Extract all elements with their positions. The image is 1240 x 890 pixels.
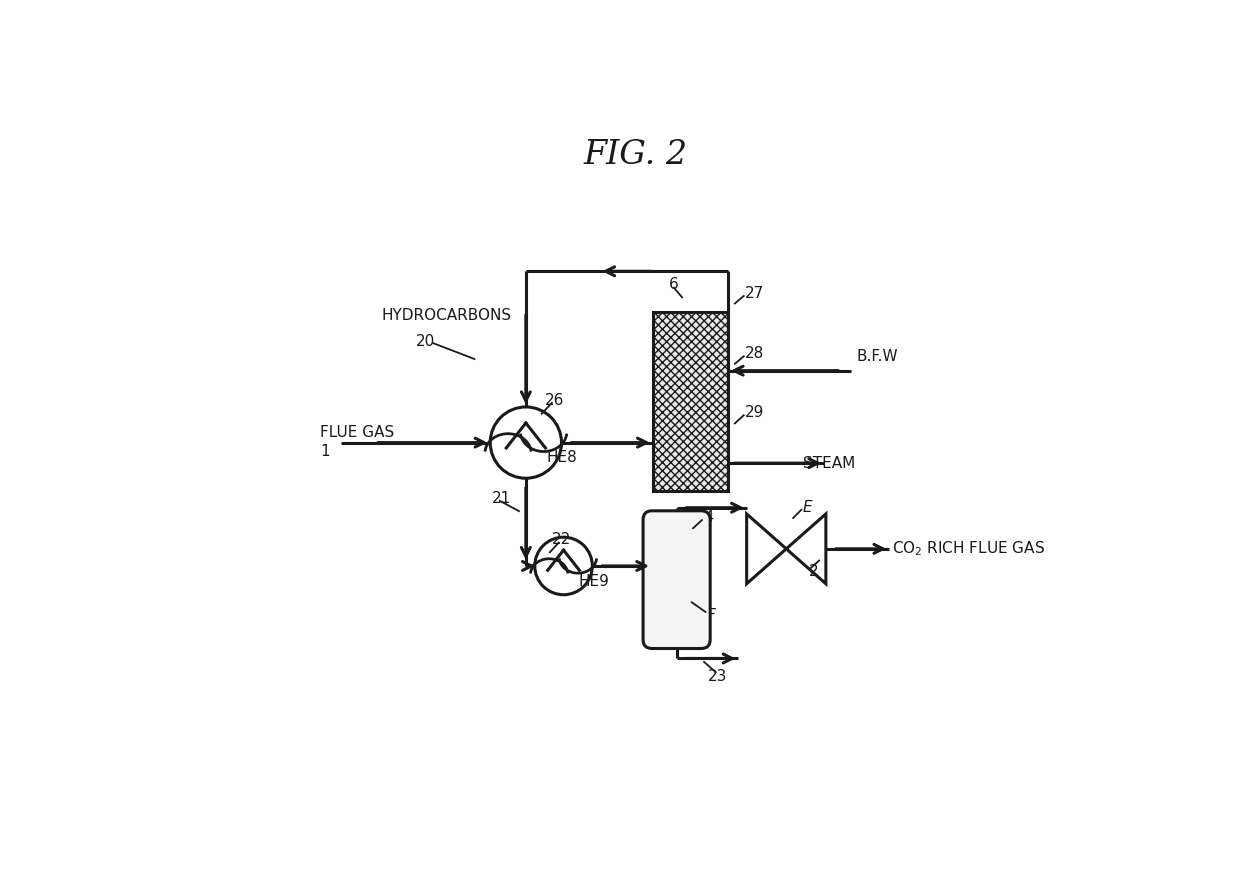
Text: B.F.W: B.F.W xyxy=(856,350,898,364)
Text: HE9: HE9 xyxy=(579,574,610,589)
Text: 26: 26 xyxy=(546,392,564,408)
Bar xyxy=(652,312,728,490)
Text: HE8: HE8 xyxy=(547,450,577,465)
Text: 20: 20 xyxy=(417,335,435,350)
Text: 22: 22 xyxy=(552,532,572,547)
Text: 24: 24 xyxy=(696,511,715,525)
Text: 29: 29 xyxy=(745,405,765,420)
Text: HYDROCARBONS: HYDROCARBONS xyxy=(382,308,512,323)
Text: FIG. 2: FIG. 2 xyxy=(584,139,687,171)
Text: STEAM: STEAM xyxy=(804,456,856,471)
Text: 27: 27 xyxy=(745,286,764,301)
Text: 1: 1 xyxy=(320,444,330,459)
Text: FLUE GAS: FLUE GAS xyxy=(320,425,394,440)
FancyBboxPatch shape xyxy=(644,511,711,649)
Text: F: F xyxy=(707,608,715,623)
Text: 21: 21 xyxy=(491,491,511,506)
Text: 2: 2 xyxy=(808,564,818,578)
Text: 28: 28 xyxy=(745,346,764,361)
Text: CO$_2$ RICH FLUE GAS: CO$_2$ RICH FLUE GAS xyxy=(893,539,1045,558)
Text: 23: 23 xyxy=(708,669,728,684)
Bar xyxy=(652,312,728,490)
Text: E: E xyxy=(802,500,812,515)
Text: 6: 6 xyxy=(668,278,678,293)
